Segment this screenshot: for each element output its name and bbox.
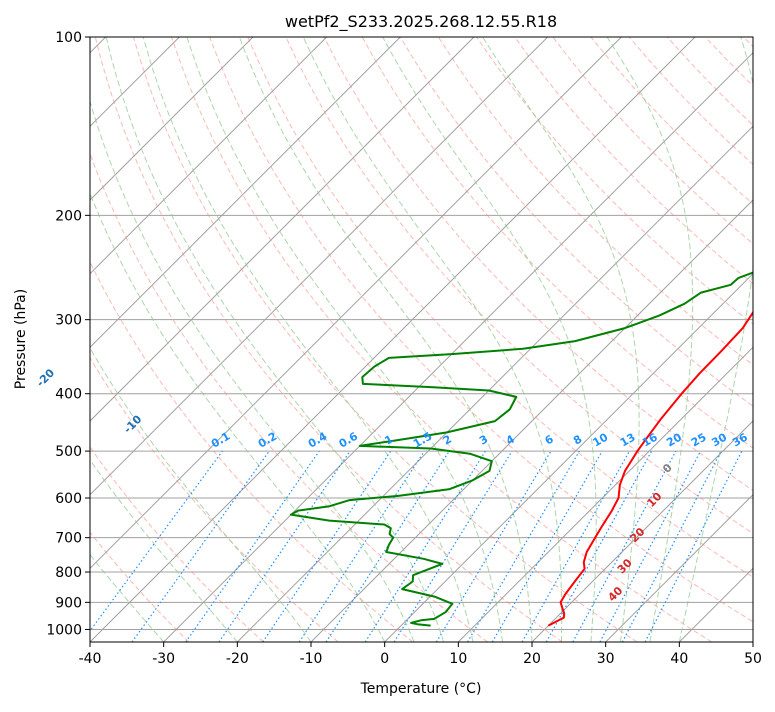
x-tick-label: 10	[449, 651, 467, 667]
x-axis-label: Temperature (°C)	[360, 681, 482, 697]
y-tick-label: 200	[55, 208, 82, 224]
x-tick-label: 40	[670, 651, 688, 667]
x-tick-label: 20	[523, 651, 541, 667]
y-tick-label: 900	[55, 595, 82, 611]
y-tick-label: 300	[55, 313, 82, 329]
y-tick-label: 100	[55, 30, 82, 46]
x-tick-label: -10	[300, 651, 323, 667]
y-tick-label: 400	[55, 387, 82, 403]
y-tick-label: 800	[55, 565, 82, 581]
y-axis-label: Pressure (hPa)	[13, 289, 29, 389]
chart-title: wetPf2_S233.2025.268.12.55.R18	[285, 12, 557, 32]
x-tick-label: -30	[152, 651, 175, 667]
y-tick-label: 700	[55, 531, 82, 547]
y-tick-label: 500	[55, 444, 82, 460]
x-tick-label: -20	[226, 651, 249, 667]
x-tick-label: 0	[380, 651, 389, 667]
y-tick-label: 600	[55, 491, 82, 507]
x-tick-label: 30	[597, 651, 615, 667]
x-tick-label: -40	[79, 651, 102, 667]
y-tick-label: 1000	[46, 622, 82, 638]
x-tick-label: 50	[744, 651, 762, 667]
